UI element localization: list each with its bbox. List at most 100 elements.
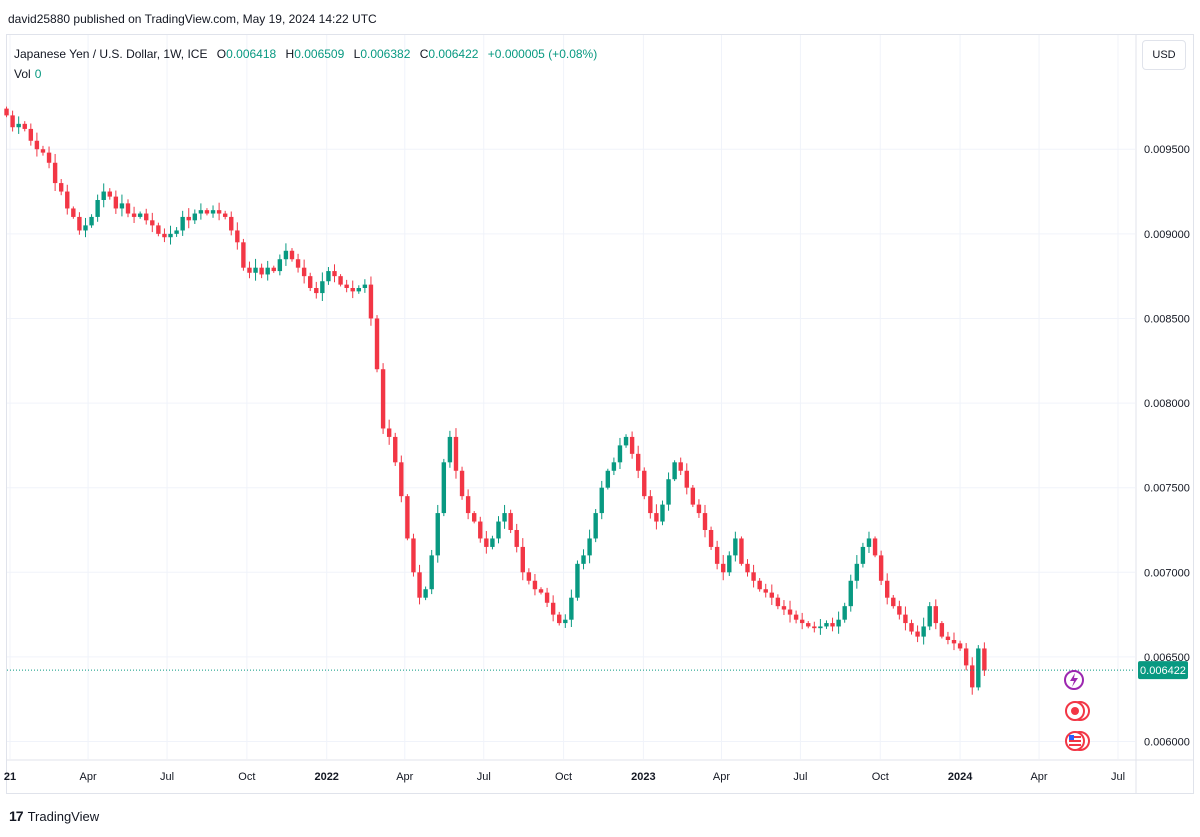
event-markers[interactable] <box>1064 670 1090 751</box>
candle-down <box>478 516 483 543</box>
candles <box>4 106 987 695</box>
candle-up <box>660 500 665 526</box>
price-tick-label: 0.009000 <box>1144 229 1190 241</box>
candle-down <box>405 494 410 541</box>
candle-up <box>502 504 507 529</box>
volume-legend: Vol 0 <box>14 67 41 81</box>
candle-up <box>593 509 598 543</box>
candle-down <box>52 153 58 191</box>
candle-down <box>945 631 951 645</box>
candle-down <box>642 467 647 500</box>
candle-down <box>295 253 301 273</box>
candle-down <box>28 123 34 146</box>
candle-down <box>793 610 799 624</box>
candle-down <box>897 600 902 620</box>
us-flag-event-icon[interactable] <box>1065 731 1090 751</box>
time-tick-label: Jul <box>1111 771 1125 783</box>
candle-down <box>708 526 714 550</box>
candle-down <box>654 504 659 530</box>
price-tick-label: 0.008000 <box>1144 398 1190 410</box>
candle-up <box>496 516 501 544</box>
brand-text: TradingView <box>27 808 100 824</box>
candle-down <box>769 584 775 606</box>
candle-down <box>544 587 550 608</box>
time-tick-label: Apr <box>1030 771 1047 783</box>
candle-down <box>411 533 416 577</box>
candle-down <box>532 574 538 596</box>
price-axis[interactable]: 0.009500 0.009000 0.008500 0.008000 0.007500… <box>1144 144 1190 748</box>
candle-down <box>204 208 210 216</box>
grid-lines <box>7 35 1135 759</box>
candle-down <box>629 431 635 459</box>
price-tick-label: 0.006500 <box>1144 652 1190 664</box>
candle-down <box>386 419 392 445</box>
candle-down <box>538 587 544 595</box>
candle-down <box>162 228 167 243</box>
symbol-title[interactable]: Japanese Yen / U.S. Dollar, 1W, ICE <box>14 47 208 61</box>
time-axis[interactable]: 21 Apr Jul Oct 2022 Apr Jul Oct 2023 Apr Jul Oct 202… <box>4 771 1125 783</box>
chart-frame <box>6 34 1194 794</box>
candle-up <box>253 258 258 281</box>
candle-down <box>702 504 708 538</box>
candle-down <box>891 594 896 609</box>
lightning-event-icon[interactable] <box>1064 670 1084 690</box>
candle-down <box>514 523 519 553</box>
candle-down <box>878 550 884 586</box>
candle-down <box>799 612 805 630</box>
candle-down <box>739 536 744 566</box>
candle-up <box>429 549 434 595</box>
candle-down <box>775 594 781 610</box>
candle-down <box>459 466 465 500</box>
candle-down <box>46 146 52 169</box>
candle-up <box>921 617 926 645</box>
candle-up <box>611 457 617 476</box>
candle-up <box>137 211 143 219</box>
close-label: C <box>419 47 429 61</box>
candle-up <box>83 217 88 238</box>
candle-up <box>836 611 841 634</box>
candle-down <box>34 132 40 157</box>
candle-down <box>982 642 987 676</box>
candle-up <box>16 116 21 134</box>
candle-up <box>854 555 860 589</box>
candle-down <box>903 606 908 631</box>
candle-down <box>247 261 252 279</box>
candle-up <box>174 227 179 237</box>
candle-down <box>957 640 963 651</box>
candle-up <box>824 620 829 629</box>
dividend-event-icon[interactable] <box>1065 701 1090 721</box>
vol-label[interactable]: Vol <box>14 67 31 81</box>
candle-down <box>374 315 380 373</box>
currency-button[interactable]: USD <box>1142 40 1186 70</box>
candle-down <box>963 643 969 671</box>
candle-up <box>89 214 94 228</box>
candle-down <box>216 202 222 221</box>
price-tick-label: 0.007500 <box>1144 483 1190 495</box>
candle-down <box>417 564 422 605</box>
close-value: 0.006422 <box>428 47 479 61</box>
candle-down <box>951 632 957 651</box>
candle-down <box>915 625 920 643</box>
candle-down <box>332 264 337 283</box>
candle-down <box>885 573 890 605</box>
candle-up <box>818 619 823 635</box>
last-price-tag-text: 0.006422 <box>1140 665 1186 677</box>
candle-up <box>581 549 586 570</box>
candle-up <box>277 254 283 276</box>
candle-down <box>222 210 228 220</box>
candle-up <box>575 560 580 601</box>
candle-down <box>393 432 398 466</box>
time-tick-label: Jul <box>477 771 491 783</box>
candle-down <box>781 600 787 616</box>
candle-down <box>763 583 768 598</box>
candle-up <box>447 430 453 468</box>
candle-down <box>787 600 793 623</box>
tradingview-brand[interactable]: 17 TradingView <box>9 808 99 824</box>
candle-down <box>344 279 349 293</box>
candle-down <box>350 280 355 299</box>
time-tick-label: Apr <box>713 771 730 783</box>
candle-down <box>131 206 137 224</box>
candle-down <box>271 265 276 273</box>
candle-down <box>678 457 683 476</box>
